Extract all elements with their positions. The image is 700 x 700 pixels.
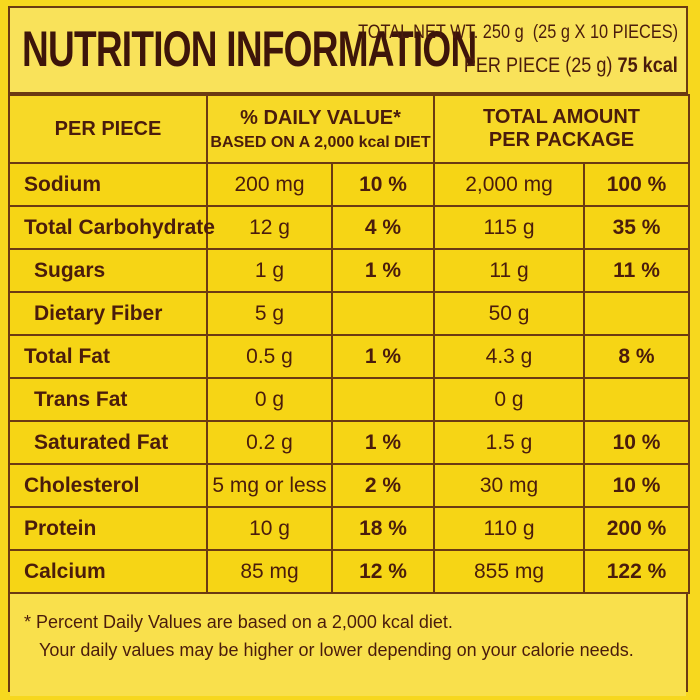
package-amount: 4.3 g	[433, 334, 586, 379]
table-row: Cholesterol 5 mg or less 2 % 30 mg 10 %	[8, 463, 691, 508]
table-row: Protein 10 g 18 % 110 g 200 %	[8, 506, 691, 551]
package-daily-value	[583, 291, 691, 336]
amount: 10 g	[206, 506, 333, 551]
footnote-line: * Percent Daily Values are based on a 2,…	[24, 612, 453, 632]
daily-value	[330, 377, 436, 422]
package-daily-value	[583, 377, 691, 422]
net-weight: TOTAL NET WT. 250 g (25 g X 10 PIECES)	[358, 22, 678, 43]
amount: 0.5 g	[206, 334, 333, 379]
package-amount: 110 g	[433, 506, 586, 551]
footnote-line: Your daily values may be higher or lower…	[39, 640, 634, 660]
amount: 200 mg	[206, 162, 333, 207]
package-amount: 115 g	[433, 205, 586, 250]
package-amount: 50 g	[433, 291, 586, 336]
footnote: * Percent Daily Values are based on a 2,…	[10, 594, 686, 696]
label: NUTRITION INFORMATION TOTAL NET WT. 250 …	[8, 6, 691, 696]
title: NUTRITION INFORMATION	[22, 21, 477, 77]
nutrient-name: Total Carbohydrate	[8, 205, 215, 250]
package-amount: 855 mg	[433, 549, 586, 594]
nutrient-name: Sodium	[8, 162, 208, 207]
daily-value: 2 %	[330, 463, 436, 508]
daily-value: 4 %	[330, 205, 436, 250]
header-cell: TOTAL AMOUNT PER PACKAGE	[433, 94, 691, 164]
nutrient-name: Dietary Fiber	[8, 291, 208, 336]
nutrition-table: PER PIECE % DAILY VALUE* BASED ON A 2,000…	[8, 94, 691, 594]
package-daily-value: 8 %	[583, 334, 691, 379]
amount: 0.2 g	[206, 420, 333, 465]
daily-value: 10 %	[330, 162, 436, 207]
nutrient-name: Saturated Fat	[8, 420, 208, 465]
per-piece-size: PER PIECE (25 g)	[464, 54, 613, 77]
amount: 1 g	[206, 248, 333, 293]
table-row: Calcium 85 mg 12 % 855 mg 122 %	[8, 549, 691, 594]
label-header: NUTRITION INFORMATION TOTAL NET WT. 250 …	[10, 8, 686, 94]
daily-value: 1 %	[330, 420, 436, 465]
amount: 5 g	[206, 291, 333, 336]
amount: 5 mg or less	[206, 463, 333, 508]
daily-value: 18 %	[330, 506, 436, 551]
header-sub: BASED ON A 2,000 kcal DIET	[210, 133, 431, 151]
package-daily-value: 11 %	[583, 248, 691, 293]
table-body: PER PIECE % DAILY VALUE* BASED ON A 2,000…	[8, 94, 691, 594]
package-daily-value: 10 %	[583, 420, 691, 465]
nutrient-name: Trans Fat	[8, 377, 208, 422]
nutrient-name: Protein	[8, 506, 208, 551]
daily-value: 12 %	[330, 549, 436, 594]
package-daily-value: 200 %	[583, 506, 691, 551]
per-piece: PER PIECE (25 g) 75 kcal	[464, 54, 678, 78]
header-main: TOTAL AMOUNT	[483, 106, 641, 128]
amount: 12 g	[206, 205, 333, 250]
amount: 0 g	[206, 377, 333, 422]
amount: 85 mg	[206, 549, 333, 594]
header-cell: PER PIECE	[8, 94, 208, 164]
package-amount: 11 g	[433, 248, 586, 293]
table-header: PER PIECE % DAILY VALUE* BASED ON A 2,000…	[8, 94, 691, 164]
table-row: Dietary Fiber 5 g 50 g	[8, 291, 691, 336]
nutrient-name: Total Fat	[8, 334, 208, 379]
package-daily-value: 122 %	[583, 549, 691, 594]
package-daily-value: 10 %	[583, 463, 691, 508]
nutrient-name: Sugars	[8, 248, 208, 293]
package-amount: 0 g	[433, 377, 586, 422]
package-amount: 1.5 g	[433, 420, 586, 465]
daily-value	[330, 291, 436, 336]
nutrient-name: Cholesterol	[8, 463, 208, 508]
package-amount: 30 mg	[433, 463, 586, 508]
daily-value: 1 %	[330, 248, 436, 293]
nutrient-name: Calcium	[8, 549, 208, 594]
package-daily-value: 100 %	[583, 162, 691, 207]
table-row: Sodium 200 mg 10 % 2,000 mg 100 %	[8, 162, 691, 207]
daily-value: 1 %	[330, 334, 436, 379]
header-cell: % DAILY VALUE* BASED ON A 2,000 kcal DIET	[205, 94, 436, 164]
header-main: % DAILY VALUE*	[240, 106, 401, 129]
package-daily-value: 35 %	[583, 205, 691, 250]
package-amount: 2,000 mg	[433, 162, 586, 207]
kcal: 75 kcal	[617, 54, 678, 77]
header-sub: PER PACKAGE	[488, 129, 635, 151]
